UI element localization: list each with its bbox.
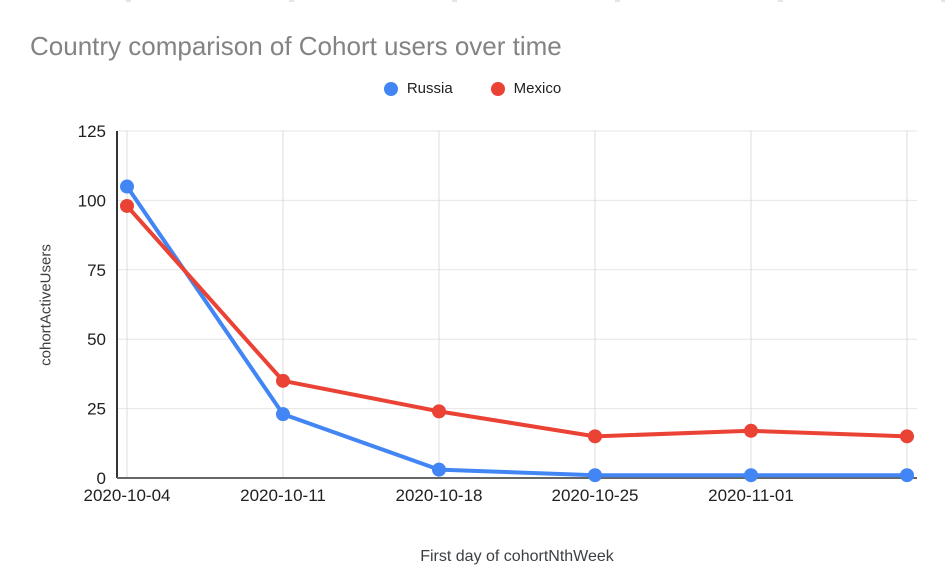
crop-artifact-marks xyxy=(0,0,945,2)
data-point-russia xyxy=(588,468,602,483)
legend-dot-mexico xyxy=(490,82,505,96)
legend-label: Mexico xyxy=(513,80,562,97)
data-point-mexico xyxy=(588,429,602,444)
legend-dot-russia xyxy=(383,82,398,96)
legend-item-mexico[interactable]: Mexico xyxy=(490,80,562,98)
y-tick-label: 25 xyxy=(87,400,106,419)
data-point-mexico xyxy=(744,423,758,438)
y-axis-title: cohortActiveUsers xyxy=(37,244,55,366)
x-tick-label: 2020-10-25 xyxy=(552,486,639,505)
data-point-russia xyxy=(120,179,134,194)
x-axis-title: First day of cohortNthWeek xyxy=(420,548,614,565)
chart-legend: Russia Mexico xyxy=(0,80,945,98)
y-tick-label: 100 xyxy=(78,191,106,210)
data-point-mexico xyxy=(900,429,914,444)
x-tick-label: 2020-10-18 xyxy=(396,486,483,505)
y-tick-label: 75 xyxy=(87,261,106,280)
y-tick-label: 50 xyxy=(87,330,106,349)
y-tick-label: 0 xyxy=(97,469,106,488)
data-point-mexico xyxy=(120,198,134,213)
data-point-mexico xyxy=(276,373,290,388)
data-point-russia xyxy=(900,468,914,483)
y-tick-label: 125 xyxy=(78,122,106,141)
data-point-russia xyxy=(432,462,446,477)
series-line-russia xyxy=(125,184,909,478)
series-line-mexico xyxy=(125,203,909,439)
data-point-russia xyxy=(276,407,290,422)
x-tick-label: 2020-10-04 xyxy=(84,486,171,505)
data-point-russia xyxy=(744,468,758,483)
x-tick-label: 2020-10-11 xyxy=(240,486,326,505)
legend-label: Russia xyxy=(406,80,453,97)
x-tick-label: 2020-11-01 xyxy=(708,486,794,505)
data-point-mexico xyxy=(432,404,446,419)
chart-title: Country comparison of Cohort users over … xyxy=(30,31,562,61)
legend-item-russia[interactable]: Russia xyxy=(383,80,453,98)
